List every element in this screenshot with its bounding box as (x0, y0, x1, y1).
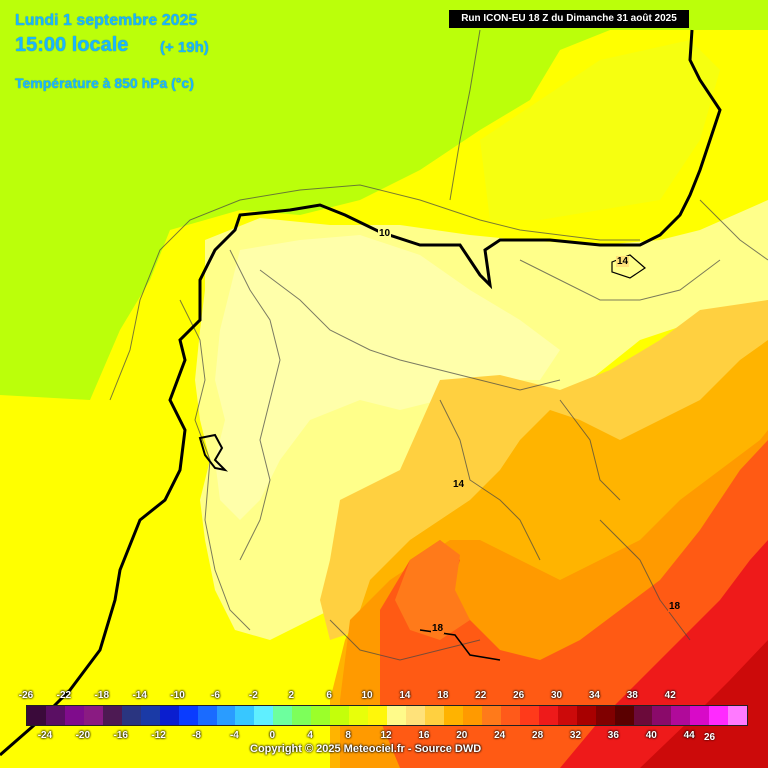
legend-tick-top: -10 (170, 690, 185, 701)
legend-tick-top: 38 (626, 690, 638, 701)
legend-tick-top: 42 (664, 690, 676, 701)
legend-tick-bottom: 28 (532, 730, 544, 741)
legend-tick-bottom: -8 (192, 730, 201, 741)
legend-tick-bottom: 8 (345, 730, 351, 741)
borders (109, 29, 768, 661)
legend-tick-top: -18 (94, 690, 110, 701)
legend-swatch (197, 706, 217, 725)
legend-tick-bottom: -4 (229, 730, 239, 741)
legend-swatch (425, 706, 444, 725)
legend-swatch (254, 706, 274, 725)
model-run-banner: Run ICON-EU 18 Z du Dimanche 31 août 202… (449, 10, 689, 28)
isotherm-label: 18 (668, 601, 682, 612)
legend-tick-top: -6 (211, 690, 220, 701)
lake-outline (198, 433, 229, 472)
legend-swatch (102, 706, 122, 725)
isotherm-label: 14 (616, 256, 630, 267)
legend-tick-bottom: 36 (607, 730, 619, 741)
legend-swatch (330, 706, 350, 725)
legend-tick-top: 34 (588, 690, 600, 701)
legend-swatch (652, 706, 672, 725)
legend-tick-bottom: -20 (75, 730, 91, 741)
legend-tick-top: -22 (56, 690, 72, 701)
legend-swatch (273, 706, 293, 725)
legend-swatch (292, 706, 312, 725)
legend-swatch (178, 706, 198, 725)
legend-tick-bottom: 12 (380, 730, 392, 741)
legend-swatch (216, 706, 236, 725)
legend-swatch (387, 706, 407, 725)
isotherm-label: 26 (704, 732, 716, 743)
copyright-notice: Copyright © 2025 Meteociel.fr - Source D… (250, 743, 482, 755)
isotherm-label: 10 (378, 228, 392, 239)
legend-swatch (481, 706, 501, 725)
legend-swatch (64, 706, 84, 725)
legend-swatch (538, 706, 558, 725)
legend-swatch (519, 706, 539, 725)
legend-swatch (671, 706, 691, 725)
legend-swatch (83, 706, 103, 725)
legend-swatch (690, 706, 710, 725)
legend-swatch (633, 706, 653, 725)
legend-tick-bottom: 20 (456, 730, 468, 741)
legend-swatch (311, 706, 331, 725)
legend-swatch (368, 706, 388, 725)
forecast-time: 15:00 locale (15, 34, 129, 56)
forecast-parameter: Température à 850 hPa (°c) (15, 75, 194, 91)
legend-tick-bottom: 24 (494, 730, 506, 741)
legend-tick-top: 30 (550, 690, 563, 701)
legend-tick-top: -2 (248, 690, 258, 701)
forecast-offset: (+ 19h) (160, 39, 209, 56)
legend-swatch (462, 706, 482, 725)
legend-swatch (614, 706, 634, 725)
legend-swatch (159, 706, 179, 725)
legend-tick-top: 14 (399, 690, 411, 701)
legend-swatch (235, 706, 255, 725)
field-yellow-north (480, 40, 720, 220)
legend-tick-bottom: 32 (569, 730, 582, 741)
legend-swatch (595, 706, 615, 725)
legend-swatch (406, 706, 426, 725)
field-dark-red (640, 640, 768, 768)
legend-tick-top: -26 (18, 690, 34, 701)
legend-tick-bottom: -24 (37, 730, 53, 741)
forecast-date: Lundi 1 septembre 2025 (15, 12, 198, 29)
legend-swatch (709, 706, 729, 725)
legend-tick-bottom: 0 (269, 730, 276, 741)
isotherm-label: 14 (452, 479, 466, 490)
isotherm-10 (0, 29, 722, 757)
legend-tick-top: 10 (361, 690, 373, 701)
legend-tick-top: 2 (288, 690, 295, 701)
legend-swatch (576, 706, 596, 725)
legend-swatch (349, 706, 369, 725)
legend-swatch (557, 706, 577, 725)
legend-swatch (500, 706, 520, 725)
field-red-orange-spot (395, 540, 470, 640)
legend-tick-bottom: 4 (307, 730, 313, 741)
legend-swatch (27, 706, 46, 725)
legend-swatch (121, 706, 141, 725)
legend-tick-bottom: 40 (645, 730, 657, 741)
legend-tick-bottom: 44 (683, 730, 695, 741)
legend-tick-bottom: 16 (418, 730, 430, 741)
field-cream (215, 235, 560, 520)
legend-swatch (443, 706, 463, 725)
legend-swatch (140, 706, 160, 725)
legend-tick-top: -14 (132, 690, 147, 701)
legend-tick-top: 26 (513, 690, 525, 701)
legend-tick-bottom: -16 (113, 730, 128, 741)
legend-swatch (45, 706, 65, 725)
color-scale-legend (26, 705, 748, 726)
legend-tick-top: 22 (475, 690, 487, 701)
legend-tick-bottom: -12 (151, 730, 166, 741)
isotherm-label: 18 (431, 623, 445, 634)
legend-swatch (728, 706, 748, 725)
legend-tick-top: 6 (326, 690, 332, 701)
legend-tick-top: 18 (437, 690, 449, 701)
